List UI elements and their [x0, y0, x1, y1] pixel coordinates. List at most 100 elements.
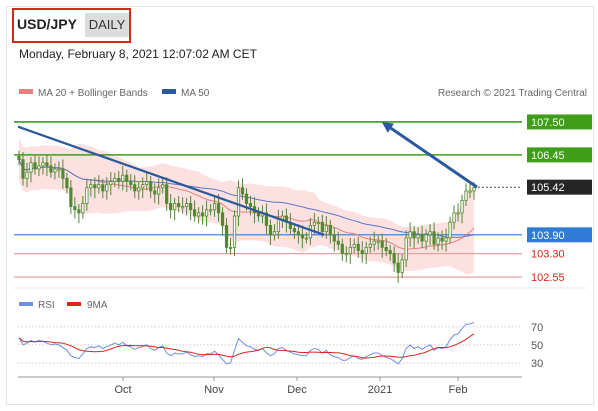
candle-body — [428, 231, 432, 236]
candle-body — [181, 206, 185, 209]
candle-body — [240, 187, 245, 195]
candle-body — [121, 174, 125, 182]
level-tag-106.45 — [527, 147, 592, 163]
ma50-legend-swatch — [162, 89, 176, 94]
candle-body — [220, 212, 225, 226]
candle-body — [61, 168, 65, 179]
candle-body — [57, 168, 61, 171]
candle-body — [129, 181, 133, 186]
candle-body — [133, 184, 137, 192]
candle-body — [384, 246, 388, 251]
candle-body — [145, 181, 149, 186]
candle-body — [212, 203, 217, 211]
period-badge[interactable]: DAILY — [85, 13, 129, 37]
candle-body — [320, 221, 324, 233]
rsi-tick-30: 30 — [531, 358, 543, 370]
candle-body — [472, 187, 476, 192]
candle-body — [97, 184, 101, 189]
candle-body — [105, 184, 109, 192]
candle-body — [153, 190, 157, 195]
candle-body — [352, 243, 356, 248]
candle-body — [396, 262, 400, 273]
candle-body — [380, 240, 384, 248]
candle-body — [216, 203, 221, 214]
candle-body — [292, 228, 296, 233]
candle-body — [41, 162, 45, 167]
forecast-arrow-head — [381, 121, 394, 133]
candle-body — [332, 234, 336, 242]
candle-body — [432, 231, 436, 245]
candle-body — [53, 168, 57, 173]
candle-body — [324, 225, 328, 233]
rsi-line — [18, 321, 475, 365]
candle-body — [464, 190, 468, 201]
candle-body — [448, 221, 452, 239]
candle-body — [141, 184, 145, 189]
x-tick-label-Oct: Oct — [114, 384, 131, 396]
level-label-106.45: 106.45 — [531, 150, 565, 162]
candle-body — [236, 187, 241, 217]
candle-body — [89, 184, 93, 189]
candle-body — [420, 234, 424, 242]
candle-body — [73, 206, 77, 211]
candle-body — [376, 240, 380, 243]
candle-body — [372, 240, 376, 245]
candle-body — [109, 181, 113, 186]
candle-body — [244, 193, 249, 204]
ma20-legend-label: MA 20 + Bollinger Bands — [38, 88, 148, 99]
candle-body — [316, 221, 320, 224]
candle-body — [29, 162, 33, 173]
candle-body — [356, 243, 360, 251]
candle-body — [392, 253, 396, 264]
symbol-title: USD/JPY — [17, 16, 77, 32]
candle-body — [360, 250, 364, 255]
candle-body — [204, 209, 209, 217]
level-tag-105.42 — [527, 179, 592, 195]
credit-text: Research © 2021 Trading Central — [438, 88, 587, 99]
x-tick-label-Dec: Dec — [287, 384, 307, 396]
candle-body — [169, 203, 173, 211]
candle-body — [85, 187, 89, 204]
rsi-plot: 70 50 30 — [18, 322, 543, 370]
candle-body — [21, 159, 25, 179]
candle-body — [340, 243, 344, 255]
candle-body — [436, 237, 440, 245]
candle-body — [25, 171, 29, 179]
candle-body — [101, 184, 105, 192]
rsi-legend-label: RSI — [38, 300, 55, 311]
candle-body — [37, 165, 41, 170]
candle-body — [272, 231, 277, 236]
ma50-legend-label: MA 50 — [181, 88, 210, 99]
main-plot — [14, 121, 522, 283]
candle-body — [268, 225, 273, 236]
candle-body — [456, 212, 460, 215]
candle-body — [248, 203, 253, 208]
level-tag-107.50 — [527, 114, 592, 130]
candle-body — [81, 203, 85, 214]
ma20-legend-swatch — [19, 89, 33, 94]
candle-body — [173, 203, 177, 211]
candle-body — [33, 162, 37, 170]
candle-body — [157, 187, 161, 195]
candle-body — [165, 184, 169, 204]
candle-body — [189, 203, 193, 211]
rsi-legend-swatch — [19, 302, 33, 306]
candle-body — [69, 187, 73, 208]
timestamp: Monday, February 8, 2021 12:07:02 AM CET — [19, 47, 257, 61]
candle-body — [336, 240, 340, 245]
candle-body — [264, 212, 269, 226]
level-label-105.42: 105.42 — [531, 182, 565, 194]
level-tag-103.90 — [527, 227, 592, 243]
rsi-ma-legend-label: 9MA — [87, 300, 108, 311]
trendline — [17, 125, 325, 236]
level-label-103.90: 103.90 — [531, 230, 565, 242]
candle-body — [200, 212, 205, 217]
candle-body — [77, 209, 81, 214]
candle-body — [408, 231, 412, 239]
candle-body — [197, 212, 201, 217]
level-label-107.50: 107.50 — [531, 117, 565, 129]
candle-body — [424, 234, 428, 242]
candle-body — [308, 225, 312, 239]
candle-body — [185, 203, 189, 208]
